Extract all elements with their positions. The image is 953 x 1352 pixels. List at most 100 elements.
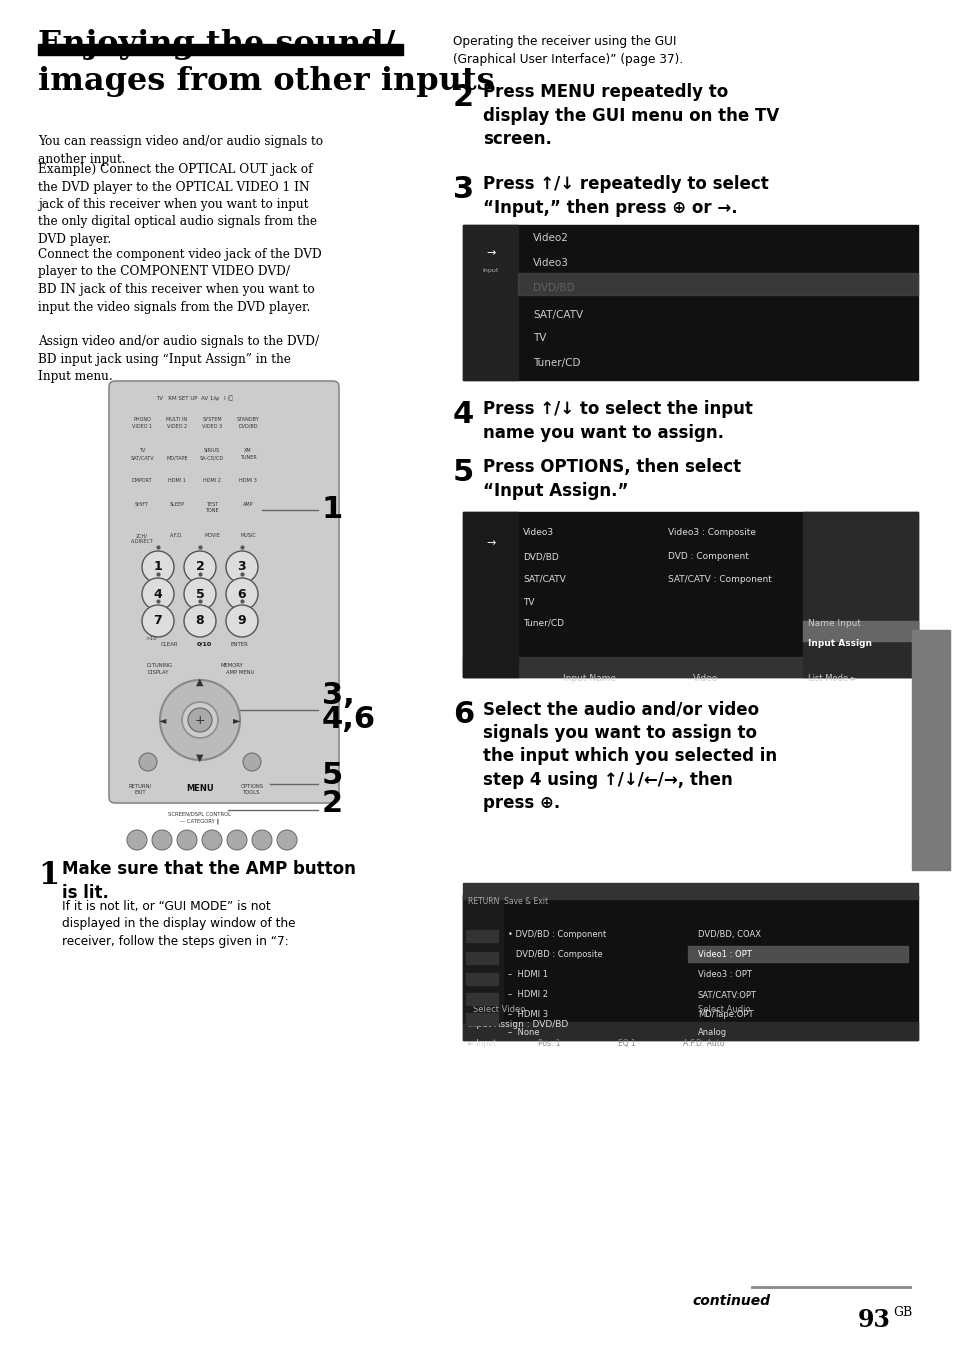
FancyBboxPatch shape [163, 456, 191, 469]
Text: –  HDMI 1: – HDMI 1 [507, 969, 547, 979]
Text: SYSTEM: SYSTEM [202, 416, 222, 422]
Text: 9: 9 [237, 615, 246, 627]
Text: Video1 : OPT: Video1 : OPT [698, 950, 751, 959]
Text: 6: 6 [237, 588, 246, 600]
Text: 4,6: 4,6 [322, 706, 375, 734]
Text: SIRIUS: SIRIUS [204, 448, 220, 453]
Text: Tuner/CD: Tuner/CD [522, 618, 563, 627]
Bar [465, 973, 497, 986]
Text: HDMI 2: HDMI 2 [203, 479, 221, 483]
Circle shape [188, 708, 212, 731]
Text: Press OPTIONS, then select
“Input Assign.”: Press OPTIONS, then select “Input Assign… [482, 458, 740, 500]
Text: SAT/CATV: SAT/CATV [533, 310, 582, 320]
Text: Video: Video [692, 675, 718, 683]
Text: Video3 : Composite: Video3 : Composite [667, 529, 755, 537]
Text: Video2: Video2 [533, 233, 568, 243]
Circle shape [252, 830, 272, 850]
Text: 1: 1 [38, 860, 59, 891]
Text: TV   RM SET UP  AV 1/ψ   I /⏻: TV RM SET UP AV 1/ψ I /⏻ [155, 395, 233, 400]
Text: SHIFT: SHIFT [135, 502, 149, 507]
FancyBboxPatch shape [242, 669, 268, 685]
Text: SA-CD/CD: SA-CD/CD [200, 456, 224, 460]
FancyBboxPatch shape [161, 502, 193, 519]
FancyBboxPatch shape [232, 773, 272, 795]
Text: SAT/CATV : Component: SAT/CATV : Component [667, 575, 771, 584]
Circle shape [184, 579, 215, 610]
Text: List Mode ►: List Mode ► [807, 675, 857, 683]
Text: →: → [486, 538, 496, 548]
Text: 93: 93 [857, 1307, 890, 1332]
FancyBboxPatch shape [188, 633, 220, 650]
FancyBboxPatch shape [163, 425, 191, 438]
Text: 3,: 3, [322, 680, 355, 710]
Text: Enjoying the sound/: Enjoying the sound/ [38, 28, 395, 59]
FancyBboxPatch shape [234, 477, 261, 492]
Text: SAT/CATV: SAT/CATV [130, 456, 153, 460]
FancyBboxPatch shape [161, 533, 193, 552]
Text: AMP: AMP [242, 502, 253, 507]
Text: DISPLAY: DISPLAY [148, 671, 170, 675]
Text: →: → [486, 247, 496, 258]
FancyBboxPatch shape [109, 381, 338, 803]
Text: Input Name: Input Name [562, 675, 616, 683]
Text: AMP MENU: AMP MENU [226, 671, 254, 675]
Text: Tuner/CD: Tuner/CD [533, 358, 579, 368]
Text: OPTIONS
TOOLS: OPTIONS TOOLS [240, 784, 263, 795]
FancyBboxPatch shape [152, 633, 187, 650]
Circle shape [142, 604, 173, 637]
FancyBboxPatch shape [234, 425, 261, 438]
Text: A.F.D. Auto: A.F.D. Auto [682, 1038, 723, 1048]
Text: 2: 2 [453, 82, 474, 112]
Text: MOVIE: MOVIE [204, 533, 220, 538]
Text: 2CH/: 2CH/ [136, 533, 148, 538]
Text: A.DIRECT: A.DIRECT [131, 539, 153, 544]
Text: PHONO: PHONO [132, 416, 151, 422]
Text: MUSIC: MUSIC [240, 533, 255, 538]
Text: Example) Connect the OPTICAL OUT jack of
the DVD player to the OPTICAL VIDEO 1 I: Example) Connect the OPTICAL OUT jack of… [38, 164, 316, 246]
Text: Video3: Video3 [522, 529, 554, 537]
Text: TEST: TEST [206, 502, 218, 507]
Text: +: + [194, 714, 205, 726]
Text: XM: XM [244, 448, 252, 453]
Text: DVD/BD : Composite: DVD/BD : Composite [507, 950, 602, 959]
Bar [465, 930, 497, 942]
Bar [38, 45, 402, 55]
Text: 4: 4 [453, 400, 474, 429]
Text: –  HDMI 3: – HDMI 3 [507, 1010, 548, 1019]
FancyBboxPatch shape [126, 502, 158, 519]
Text: ► Input: ► Input [468, 1038, 496, 1048]
Bar [465, 992, 497, 1005]
Text: 1: 1 [153, 561, 162, 573]
Text: Other Operations: Other Operations [923, 754, 937, 867]
Text: 5: 5 [195, 588, 204, 600]
Circle shape [226, 552, 257, 583]
Circle shape [226, 579, 257, 610]
Text: VIDEO 1: VIDEO 1 [132, 425, 152, 429]
FancyBboxPatch shape [234, 456, 261, 469]
FancyBboxPatch shape [129, 456, 155, 469]
Text: Input Assign: Input Assign [807, 639, 871, 648]
Text: TONE: TONE [205, 508, 218, 512]
FancyBboxPatch shape [124, 393, 152, 412]
Text: VIDEO 3: VIDEO 3 [202, 425, 222, 429]
Circle shape [160, 680, 240, 760]
Circle shape [139, 753, 157, 771]
FancyBboxPatch shape [191, 393, 219, 412]
FancyBboxPatch shape [170, 773, 230, 795]
Text: 4: 4 [153, 588, 162, 600]
Text: — CATEGORY ‖: — CATEGORY ‖ [180, 819, 219, 825]
Text: Video1 : OPT: Video1 : OPT [698, 950, 751, 959]
FancyBboxPatch shape [232, 502, 264, 519]
Text: 2: 2 [195, 561, 204, 573]
Text: DVD/BD: DVD/BD [533, 283, 574, 293]
Text: RETURN/
EXIT: RETURN/ EXIT [129, 784, 152, 795]
Text: Operating the receiver using the GUI
(Graphical User Interface)” (page 37).: Operating the receiver using the GUI (Gr… [453, 35, 682, 65]
Text: D.TUNING: D.TUNING [147, 662, 172, 668]
Text: TUNER: TUNER [239, 456, 256, 460]
Text: 1: 1 [322, 495, 343, 525]
Text: –  HDMI 2: – HDMI 2 [507, 990, 547, 999]
Text: ▲: ▲ [196, 677, 204, 687]
Text: Select Video: Select Video [473, 1005, 525, 1014]
Text: Select Audio: Select Audio [698, 1005, 750, 1014]
Text: MENU: MENU [186, 784, 213, 794]
